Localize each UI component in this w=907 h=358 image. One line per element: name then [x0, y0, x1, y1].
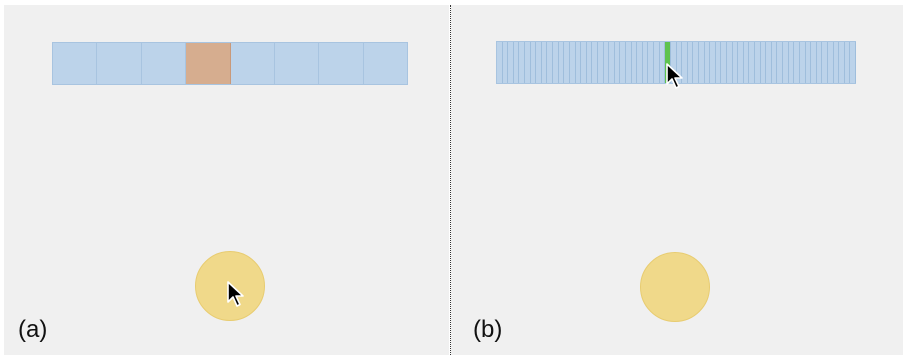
strip-cell[interactable] — [502, 42, 509, 83]
strip-cell[interactable] — [603, 42, 610, 83]
strip-cell[interactable] — [569, 42, 576, 83]
strip-cell[interactable] — [141, 43, 187, 84]
strip-cell[interactable] — [833, 42, 840, 83]
strip-cell[interactable] — [850, 42, 856, 83]
strip-cell[interactable] — [788, 42, 795, 83]
arrow-cursor-icon — [227, 281, 244, 307]
strip-cell[interactable] — [626, 42, 632, 83]
strip-cell[interactable] — [592, 42, 598, 83]
strip-cell[interactable] — [687, 42, 694, 83]
strip-cell[interactable] — [659, 42, 666, 83]
strip-cell[interactable] — [97, 43, 142, 84]
strip-cell[interactable] — [755, 42, 761, 83]
strip-cell[interactable] — [766, 42, 772, 83]
strip-cell[interactable] — [783, 42, 789, 83]
strip-cell[interactable] — [799, 42, 806, 83]
strip-cell[interactable] — [710, 42, 716, 83]
strip-cell[interactable] — [721, 42, 727, 83]
strip-cell[interactable] — [743, 42, 750, 83]
strip-cell[interactable] — [805, 42, 812, 83]
strip-cell[interactable] — [642, 42, 649, 83]
strip-cell[interactable] — [676, 42, 683, 83]
strip-cell[interactable] — [363, 43, 408, 84]
panel-a: (a) — [4, 5, 449, 355]
strip-cell[interactable] — [760, 42, 767, 83]
target-circle-b[interactable] — [640, 252, 710, 322]
strip-cell[interactable] — [698, 42, 705, 83]
cell-strip-a — [52, 42, 408, 85]
strip-cell[interactable] — [536, 42, 542, 83]
strip-cell[interactable] — [771, 42, 778, 83]
panel-label-b: (b) — [473, 316, 503, 343]
strip-cell[interactable] — [614, 42, 621, 83]
strip-cell[interactable] — [637, 42, 643, 83]
strip-cell[interactable] — [732, 42, 739, 83]
strip-cell[interactable] — [564, 42, 570, 83]
strip-cell[interactable] — [839, 42, 845, 83]
strip-cell[interactable] — [648, 42, 655, 83]
strip-cell[interactable] — [816, 42, 823, 83]
strip-cell[interactable] — [715, 42, 722, 83]
arrow-cursor-icon — [666, 63, 683, 89]
strip-cell[interactable] — [541, 42, 548, 83]
strip-cell[interactable] — [553, 42, 559, 83]
strip-cell[interactable] — [597, 42, 604, 83]
strip-cell[interactable] — [513, 42, 520, 83]
strip-cell[interactable] — [726, 42, 733, 83]
strip-cell[interactable] — [525, 42, 531, 83]
strip-cell[interactable] — [581, 42, 587, 83]
cell-strip-b — [496, 41, 856, 84]
strip-cell[interactable] — [508, 42, 514, 83]
strip-cell[interactable] — [547, 42, 554, 83]
strip-cell[interactable] — [670, 42, 677, 83]
strip-cell[interactable] — [827, 42, 834, 83]
selected-cell[interactable] — [665, 42, 671, 83]
strip-cell[interactable] — [654, 42, 660, 83]
strip-cell[interactable] — [53, 43, 98, 84]
selected-cell[interactable] — [186, 43, 231, 84]
strip-cell[interactable] — [822, 42, 828, 83]
strip-cell[interactable] — [704, 42, 711, 83]
strip-cell[interactable] — [274, 43, 320, 84]
strip-cell[interactable] — [586, 42, 593, 83]
strip-cell[interactable] — [794, 42, 800, 83]
strip-cell[interactable] — [609, 42, 615, 83]
strip-cell[interactable] — [777, 42, 784, 83]
strip-cell[interactable] — [844, 42, 851, 83]
strip-cell[interactable] — [631, 42, 638, 83]
strip-cell[interactable] — [230, 43, 275, 84]
strip-cell[interactable] — [682, 42, 688, 83]
strip-cell[interactable] — [620, 42, 627, 83]
strip-cell[interactable] — [811, 42, 817, 83]
panel-b: (b) — [451, 5, 903, 355]
strip-cell[interactable] — [749, 42, 756, 83]
panel-divider — [450, 5, 451, 355]
strip-cell[interactable] — [738, 42, 744, 83]
strip-cell[interactable] — [519, 42, 526, 83]
strip-cell[interactable] — [497, 42, 503, 83]
strip-cell[interactable] — [319, 43, 364, 84]
strip-cell[interactable] — [693, 42, 699, 83]
strip-cell[interactable] — [530, 42, 537, 83]
strip-cell[interactable] — [575, 42, 582, 83]
strip-cell[interactable] — [558, 42, 565, 83]
panel-label-a: (a) — [18, 316, 48, 343]
